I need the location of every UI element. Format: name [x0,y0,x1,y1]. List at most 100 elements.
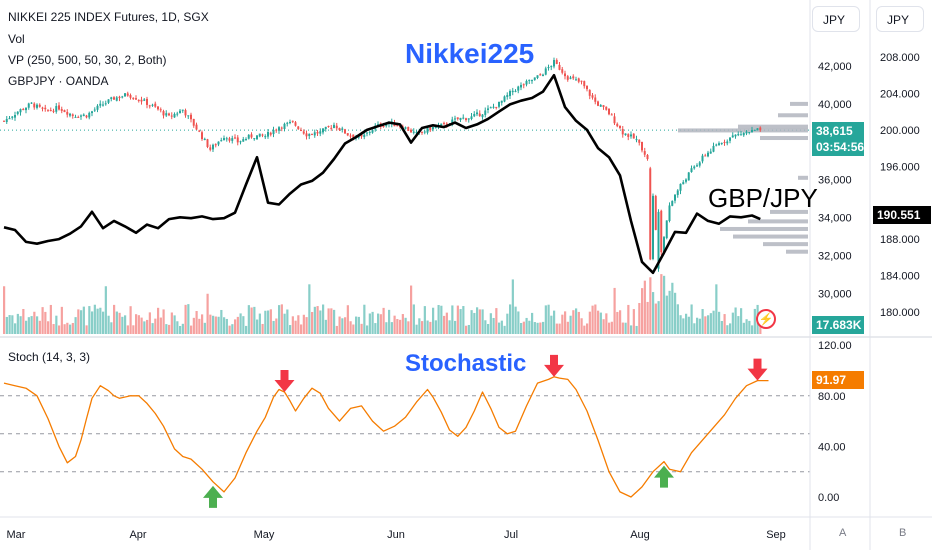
volume-bar [330,308,333,334]
volume-bar [555,323,558,334]
volume-bar [393,315,396,334]
volume-bar [11,315,14,334]
legend-stoch[interactable]: Stoch (14, 3, 3) [8,350,91,364]
candle-body [547,67,550,69]
volume-bar [159,317,162,334]
candle-body [674,194,676,201]
volume-bar [693,323,696,334]
candle-body [685,179,687,182]
gbpjpy-price-tag: 190.551 [873,206,931,224]
legend-main-title[interactable]: NIKKEI 225 INDEX Futures, 1D, SGX [8,10,209,24]
candle-body [159,109,162,111]
annotation-gbpjpy[interactable]: GBP/JPY [708,183,818,213]
log-scale-button[interactable]: B [899,527,907,539]
volume-bar [484,320,487,334]
volume-bar [495,308,498,334]
volume-bar [421,321,424,334]
volume-bar [597,310,600,334]
candle-body [297,126,300,130]
candle-body [495,106,498,108]
candle-body [187,115,190,117]
candle-body [720,142,723,144]
candle-body [126,93,129,96]
candle-body [454,118,456,120]
volume-bar [646,301,649,334]
candle-body [143,99,146,101]
volume-bar [129,306,132,334]
volume-bar [690,304,693,334]
candle-body [91,111,93,114]
volume-bar [533,322,536,334]
volume-bar [151,323,154,334]
volume-bar [745,319,748,334]
candle-body [140,99,143,102]
candle-body [594,97,597,102]
scale-unit-button-right[interactable]: JPY [876,6,924,32]
candle-body [682,182,685,185]
annotation-nikkei[interactable]: Nikkei225 [405,38,535,69]
volume-bar [668,290,671,334]
volume-bar [137,315,140,334]
candle-body [107,99,110,103]
volume-bar [357,316,360,334]
volume-bar [456,305,459,334]
candle-body [168,113,170,116]
volume-bar [630,325,633,334]
volume-bar [517,311,520,334]
volume-bar [478,309,481,334]
candle-body [344,129,346,134]
candle-body [33,103,36,108]
volume-bar [709,313,712,334]
candle-body [726,141,729,144]
volume-bar [665,295,668,334]
candle-body [115,97,118,101]
candle-body [275,129,278,131]
candle-body [415,132,418,134]
time-axis-tick: Jul [504,529,518,541]
candle-body [305,133,308,137]
candle-body [602,105,605,107]
candle-body [256,135,258,140]
gbpjpy-axis-tick: 196.000 [880,161,920,173]
legend-vp[interactable]: VP (250, 500, 50, 30, 2, Both) [8,53,167,67]
candle-body [498,101,500,107]
volume-bar [283,313,286,334]
volume-bar [352,324,355,334]
volume-profile-bar [733,234,808,239]
lightning-alert-icon[interactable]: ⚡ [756,309,776,329]
volume-bar [60,306,63,334]
volume-tag: 17.683K [812,316,864,334]
candle-body [278,127,280,131]
volume-bar [14,323,17,334]
volume-bar [82,306,85,334]
candle-body [14,114,16,118]
candle-body [610,114,613,116]
candle-body [503,96,506,102]
volume-bar [654,303,657,334]
scale-unit-button-left[interactable]: JPY [812,6,860,32]
candle-body [412,131,415,133]
legend-gbpjpy[interactable]: GBPJPY · OANDA [8,74,109,88]
candle-body [176,113,179,115]
legend-vol[interactable]: Vol [8,32,25,46]
volume-bar [707,315,710,334]
auto-scale-button[interactable]: A [839,527,847,539]
candle-body [69,113,71,116]
candle-body [641,141,643,151]
volume-bar [509,304,512,334]
candle-body [555,60,558,64]
candle-body [363,134,366,138]
candle-body [514,90,517,92]
buy-signal-arrow [203,485,223,508]
volume-bar [324,319,327,334]
annotation-stochastic[interactable]: Stochastic [405,350,527,377]
volume-bar [261,323,264,334]
volume-profile [678,101,808,254]
candle-body [212,144,214,150]
candle-body [319,131,322,134]
volume-bar [132,325,135,334]
candle-body [566,76,569,80]
volume-bar [547,304,550,334]
candle-body [646,155,649,160]
candle-body [110,97,113,100]
